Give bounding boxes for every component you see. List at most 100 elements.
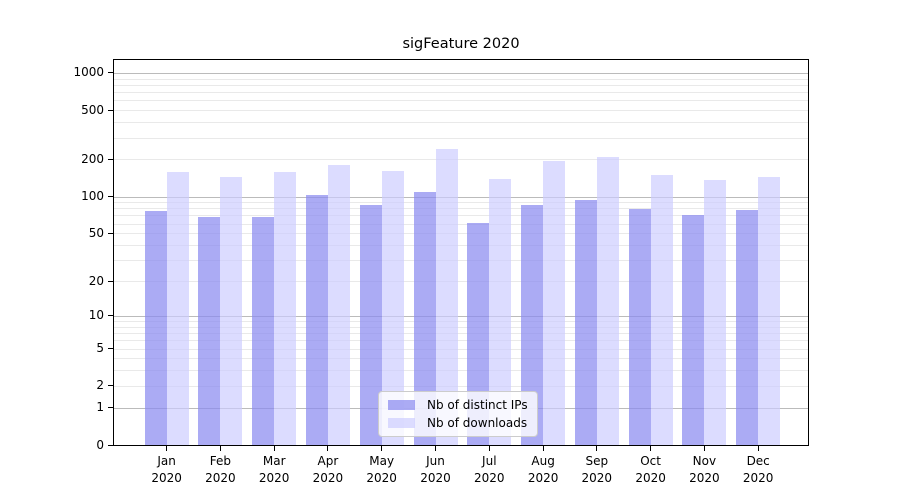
minor-gridline xyxy=(114,159,808,161)
x-tick-label-may: May 2020 xyxy=(366,454,397,485)
x-tick-mark xyxy=(650,445,652,451)
x-tick-label-nov: Nov 2020 xyxy=(689,454,720,485)
minor-gridline xyxy=(114,92,808,94)
x-tick-label-aug: Aug 2020 xyxy=(527,454,559,485)
y-tick-label-50: 50 xyxy=(88,225,104,240)
x-tick-label-mar: Mar 2020 xyxy=(258,454,290,485)
bar-jul-downloads xyxy=(489,179,512,445)
minor-gridline xyxy=(114,370,808,372)
bar-oct-downloads xyxy=(650,174,673,445)
y-tick-label-500: 500 xyxy=(81,102,104,117)
y-tick-mark xyxy=(108,158,113,160)
bar-nov-downloads xyxy=(704,180,727,445)
legend-label-downloads: Nb of downloads xyxy=(427,416,528,430)
bar-may-downloads xyxy=(381,171,404,445)
x-tick-mark xyxy=(327,445,329,451)
bar-may-distinct-ips xyxy=(359,204,382,445)
y-tick-mark xyxy=(108,315,113,317)
bar-feb-downloads xyxy=(220,176,243,445)
y-tick-mark xyxy=(108,407,113,409)
bar-jun-downloads xyxy=(435,148,458,445)
y-tick-label-2: 2 xyxy=(96,378,104,393)
minor-gridline xyxy=(114,122,808,124)
y-tick-label-20: 20 xyxy=(88,273,104,288)
y-tick-label-100: 100 xyxy=(81,189,104,203)
minor-gridline xyxy=(114,137,808,139)
y-tick-mark xyxy=(108,280,113,282)
plot-area: 0 1 2 5 10 20 50 100 200 500 1000 Jan 2020 Feb 2020 Mar… xyxy=(73,59,809,485)
x-tick-mark xyxy=(703,445,705,451)
major-gridline xyxy=(114,315,808,317)
bar-oct-distinct-ips xyxy=(628,209,651,445)
minor-gridline xyxy=(114,100,808,102)
x-tick-mark xyxy=(381,445,383,451)
x-tick-mark xyxy=(488,445,490,451)
x-tick-mark xyxy=(435,445,436,451)
minor-gridline xyxy=(114,202,808,204)
y-tick-label-5: 5 xyxy=(96,341,104,355)
major-gridline xyxy=(114,72,808,74)
y-tick-mark xyxy=(108,196,113,197)
y-tick-mark xyxy=(108,444,113,446)
x-tick-label-sep: Sep 2020 xyxy=(581,454,613,485)
minor-gridline xyxy=(114,340,808,342)
bar-mar-downloads xyxy=(274,172,297,445)
bar-dec-distinct-ips xyxy=(736,209,759,445)
minor-gridline xyxy=(114,333,808,334)
bar-nov-distinct-ips xyxy=(682,214,705,445)
y-tick-label-10: 10 xyxy=(88,308,104,323)
y-tick-label-1000: 1000 xyxy=(73,65,104,80)
x-tick-label-jun: Jun 2020 xyxy=(420,454,451,485)
y-tick-mark xyxy=(108,72,113,74)
y-tick-label-1: 1 xyxy=(96,400,104,415)
x-tick-label-dec: Dec 2020 xyxy=(742,454,774,485)
x-tick-mark xyxy=(273,445,275,451)
bar-dec-downloads xyxy=(758,176,781,445)
x-tick-mark xyxy=(542,445,544,451)
minor-gridline xyxy=(114,215,808,217)
chart-title: sigFeature 2020 xyxy=(402,36,520,52)
minor-gridline xyxy=(114,260,808,262)
bar-sep-downloads xyxy=(596,157,619,445)
bar-apr-downloads xyxy=(327,165,350,445)
x-tick-label-jul: Jul 2020 xyxy=(474,454,505,485)
legend-swatch-distinct-ips xyxy=(388,400,415,410)
minor-gridline xyxy=(114,110,808,112)
bar-mar-distinct-ips xyxy=(252,217,275,445)
legend-item-distinct-ips: Nb of distinct IPs xyxy=(388,397,528,413)
bar-jun-distinct-ips xyxy=(413,192,436,445)
bar-sep-distinct-ips xyxy=(574,199,597,445)
x-tick-label-feb: Feb 2020 xyxy=(205,454,236,485)
legend-swatch-downloads xyxy=(388,418,415,428)
bar-aug-downloads xyxy=(543,160,566,445)
y-tick-label-0: 0 xyxy=(96,437,104,452)
y-tick-mark xyxy=(108,232,113,234)
minor-gridline xyxy=(114,281,808,282)
bar-jul-distinct-ips xyxy=(467,222,490,445)
bar-apr-distinct-ips xyxy=(305,194,328,445)
bar-jan-distinct-ips xyxy=(144,211,167,445)
x-tick-mark xyxy=(596,445,598,451)
y-tick-mark xyxy=(108,385,113,387)
x-tick-label-apr: Apr 2020 xyxy=(312,454,344,485)
x-tick-mark xyxy=(166,445,168,451)
x-tick-label-oct: Oct 2020 xyxy=(635,454,666,485)
minor-gridline xyxy=(114,84,808,86)
legend: Nb of distinct IPs Nb of downloads xyxy=(378,391,538,437)
legend-item-downloads: Nb of downloads xyxy=(388,415,528,431)
bar-feb-distinct-ips xyxy=(198,217,221,445)
minor-gridline xyxy=(114,348,808,350)
major-gridline xyxy=(114,196,808,198)
bar-jan-downloads xyxy=(166,171,189,445)
y-tick-mark xyxy=(108,348,113,349)
minor-gridline xyxy=(114,358,808,360)
minor-gridline xyxy=(114,385,808,387)
minor-gridline xyxy=(114,326,808,328)
x-tick-mark xyxy=(219,445,221,451)
minor-gridline xyxy=(114,233,808,235)
x-tick-mark xyxy=(757,445,759,451)
y-tick-mark xyxy=(108,109,113,111)
minor-gridline xyxy=(114,321,808,322)
legend-label-distinct-ips: Nb of distinct IPs xyxy=(427,398,528,412)
